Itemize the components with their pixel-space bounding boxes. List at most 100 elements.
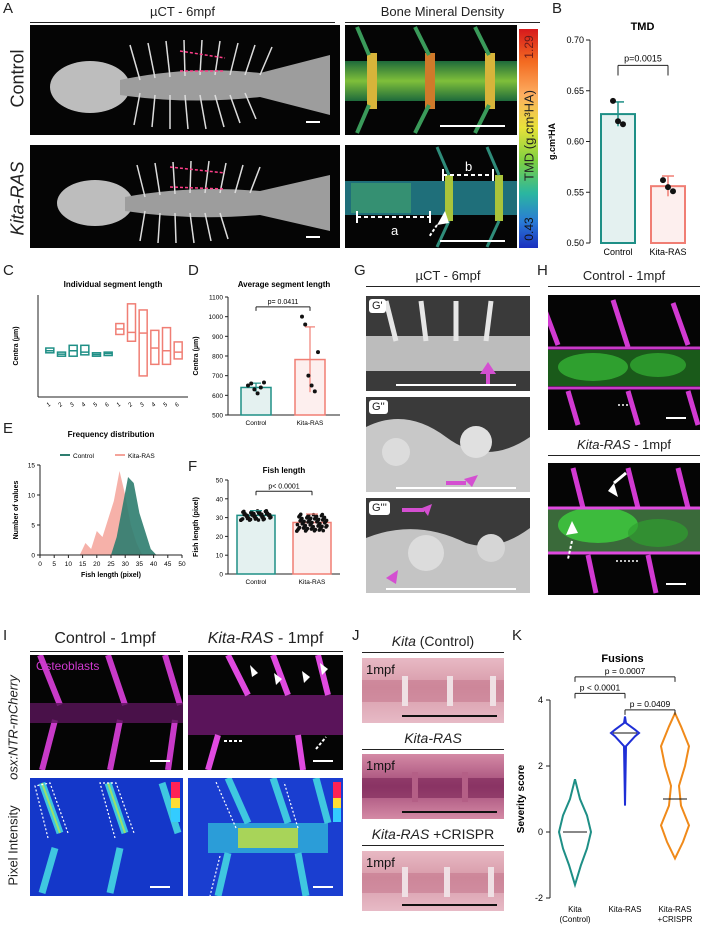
chart-f-point [311,524,316,529]
chart-c-xtick-label: 2 [57,402,65,410]
chart-d-ytick-label: 1000 [209,314,224,321]
panel-label-j: J [352,627,360,644]
chart-k-ylabel: Severity score [516,764,527,833]
chart-c-ylabel: Centra (µm) [13,326,20,365]
h-image-control [548,295,700,430]
chart-f-point [245,513,249,518]
chart-c-box [126,303,137,342]
chart-c-box [161,326,172,366]
panel-i-header-right: Kita-RAS - 1mpf [188,630,343,652]
g1-graphic [366,300,530,386]
panel-label-c: C [3,262,14,279]
chart-f-point [240,517,245,521]
chart-f-point [322,515,327,520]
j-image-1: 1mpf [362,658,504,723]
fish-skeleton-control [50,39,330,130]
chart-c-xtick-label: 3 [139,402,146,409]
chart-e-ylabel: Number of values [13,481,20,540]
panel-j-header-2-text: Kita-RAS [404,730,462,746]
chart-f-point [297,525,302,530]
panel-i-header-right-it: Kita-RAS [207,630,274,647]
panel-j-header-2: Kita-RAS [362,730,504,750]
chart-b-point [670,188,676,195]
g2-label: G'' [369,400,388,414]
chart-b-point [615,118,621,125]
chart-f-point [252,511,256,516]
chart-b-pvalue: p=0.0015 [624,53,662,63]
panel-j-header-1-rest: (Control) [415,633,475,649]
j-image-3-graphic [362,867,504,906]
chart-f-point [305,526,310,531]
i-kita-osteoblast [188,655,343,770]
chart-c-xtick-label: 4 [81,402,88,409]
colorbar-label: TMD (g.cm³HA) [521,90,537,181]
i-control-heat-graphic [30,778,183,896]
chart-d-xlabel: Kita-RAS [297,420,324,427]
chart-d-ytick-label: 600 [212,393,223,400]
bmd-vertebrae-control [345,26,517,134]
chart-c-xtick-label: 1 [46,402,53,409]
i-kita-osteo-graphic [188,655,343,770]
h-control-graphic [548,299,700,426]
chart-b-point [665,184,671,191]
chart-f-point [248,517,253,522]
ct-image-control [30,25,340,135]
chart-f-point [316,517,321,522]
chart-e-xtick-label: 10 [65,561,73,568]
chart-f-bar [236,514,276,575]
chart-c-title: Individual segment length [64,280,163,289]
chart-e-title: Frequency distribution [68,430,155,439]
annotation-b: b [465,159,473,174]
chart-k-pvalue: p < 0.0001 [580,682,621,692]
panel-label-i: I [3,627,8,644]
chart-d-point [258,385,263,390]
colorbar-max: 1.29 [522,35,536,59]
g3-label: G''' [369,501,390,515]
chart-f-point [310,520,314,525]
chart-k-xlabel: Kita-RAS [659,905,692,914]
g3-graphic [366,504,530,593]
j-tag-3: 1mpf [366,855,395,870]
chart-e-legend-label: Kita-RAS [128,453,155,460]
j-tag-1: 1mpf [366,662,395,677]
row-label-kita-ras: Kita-RAS [7,161,28,236]
i-control-heatmap [30,778,183,896]
chart-d-point [246,383,250,388]
chart-f-xlabel: Kita-RAS [299,579,326,586]
chart-b-bar [600,113,636,244]
chart-b-ytick-label: 0.70 [566,35,584,45]
panel-j-header-3-it: Kita-RAS [371,826,430,842]
chart-f-ytick-label: 0 [219,572,223,579]
g1-label: G' [369,299,386,313]
tmd-colorbar [519,29,538,248]
panel-label-g: G [354,262,366,279]
chart-f-point [321,528,326,533]
chart-k-fusions: Fusions -2 0 2 4 Severity score Kita(Control) K… [516,653,693,924]
chart-c-box [138,309,148,377]
panel-i-header-right-rest: - 1mpf [273,630,324,647]
g2-graphic [366,419,530,492]
chart-c-box [80,344,90,356]
chart-e-xtick-label: 50 [178,561,186,568]
chart-f-point [256,518,261,522]
chart-k-ytick-label: 2 [538,761,543,771]
panel-j-header-1: Kita (Control) [362,633,504,653]
chart-f-ytick-label: 40 [216,496,224,503]
panel-h-header-top-text: Control - 1mpf [582,268,666,283]
chart-f-ytick-label: 20 [216,534,224,541]
chart-b-ytick-label: 0.50 [566,238,584,248]
panel-label-e: E [3,420,14,437]
chart-d-average-segment: Average segment length 500 600 700 800 900 100… [193,280,340,427]
panel-i-header-left: Control - 1mpf [30,630,180,652]
chart-d-bar [240,386,272,416]
chart-d-ytick-label: 800 [212,354,223,361]
j-image-2: 1mpf [362,754,504,819]
i-kita-heat-graphic [188,778,343,896]
chart-f-point [314,514,319,519]
chart-k-xlabel: Kita [568,905,582,914]
colorbar-min: 0.43 [522,217,536,241]
chart-k-title: Fusions [601,653,643,665]
panel-g-header: µCT - 6mpf [366,268,530,287]
osteoblasts-label: Osteoblasts [36,659,100,673]
chart-e-xtick-label: 20 [93,561,101,568]
